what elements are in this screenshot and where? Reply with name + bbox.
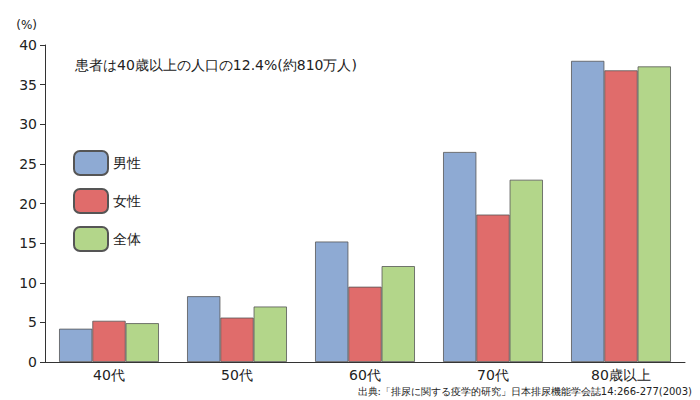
svg-text:0: 0	[28, 354, 37, 370]
svg-text:20: 20	[19, 196, 37, 212]
svg-text:40: 40	[19, 37, 37, 53]
svg-text:患者は40歳以上の人口の12.4%(約810万人): 患者は40歳以上の人口の12.4%(約810万人)	[74, 57, 357, 73]
svg-text:60代: 60代	[349, 367, 381, 383]
svg-text:女性: 女性	[113, 193, 141, 209]
svg-text:80歳以上: 80歳以上	[591, 367, 651, 383]
svg-text:全体: 全体	[113, 231, 141, 247]
svg-text:(%): (%)	[16, 18, 37, 32]
svg-text:35: 35	[19, 77, 37, 93]
svg-text:40代: 40代	[93, 367, 125, 383]
svg-text:出典:「排尿に関する疫学的研究」日本排尿機能学会誌14:26: 出典:「排尿に関する疫学的研究」日本排尿機能学会誌14:266-277(2003…	[358, 386, 693, 397]
svg-text:10: 10	[19, 275, 37, 291]
svg-text:30: 30	[19, 116, 37, 132]
svg-text:15: 15	[19, 235, 37, 251]
svg-text:70代: 70代	[477, 367, 509, 383]
svg-text:50代: 50代	[221, 367, 253, 383]
svg-text:5: 5	[28, 314, 37, 330]
svg-text:25: 25	[19, 156, 37, 172]
svg-text:男性: 男性	[113, 155, 141, 171]
